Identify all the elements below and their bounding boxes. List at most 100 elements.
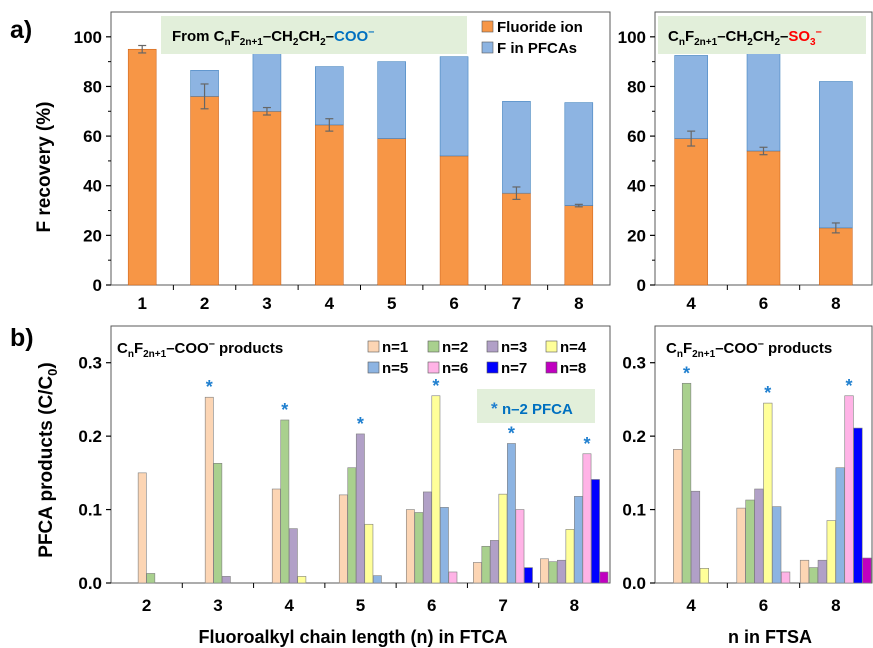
- bar-pfca-4: [674, 55, 708, 139]
- bar-n-3-cat-6: [422, 491, 432, 584]
- legend-label-f-in-pfcas: F in PFCAs: [497, 40, 577, 57]
- legend-swatch-n-8: [545, 361, 558, 374]
- bar-n-2-cat-8: [548, 561, 558, 584]
- x-tick-label-8: 8: [574, 294, 583, 313]
- bar-n-7-cat-8: [591, 479, 600, 584]
- star-marker-7: *: [508, 423, 515, 443]
- y-tick-label: 80: [83, 77, 102, 96]
- bar-n-5-cat-7: [507, 443, 516, 584]
- legend-swatch-fluoride-ion: [481, 20, 494, 33]
- bar-n-2-cat-3: [213, 463, 223, 584]
- x-tick-label-4: 4: [284, 596, 294, 615]
- bar-n-4-cat-6: [763, 402, 773, 584]
- x-tick-label-3: 3: [213, 596, 222, 615]
- bar-fluoride-8: [564, 205, 594, 286]
- y-tick-label: 20: [83, 226, 102, 245]
- legend-label-n-8: n=8: [560, 360, 586, 377]
- bar-n-2-cat-7: [481, 545, 491, 584]
- y-tick-label: 0: [637, 276, 646, 295]
- bar-n-4-cat-5: [364, 523, 374, 584]
- bar-n-5-cat-5: [372, 575, 382, 584]
- legend-a: Fluoride ion F in PFCAs: [481, 19, 583, 57]
- y-tick-label: 0.1: [78, 501, 102, 520]
- bar-n-1-cat-2: [137, 472, 147, 584]
- bar-fluoride-6: [746, 150, 781, 286]
- bar-n-4-cat-8: [826, 520, 836, 584]
- y-tick-label: 0.3: [622, 354, 646, 373]
- x-tick-label-5: 5: [387, 294, 396, 313]
- b-right-x-axis-title: n in FTSA: [728, 627, 812, 647]
- bar-n-5-cat-6: [439, 507, 449, 584]
- bar-fluoride-8: [819, 227, 853, 286]
- bar-n-1-cat-3: [204, 396, 214, 584]
- x-tick-label-2: 2: [200, 294, 209, 313]
- y-tick-label: 100: [618, 28, 646, 47]
- a-y-axis-title: F recovery (%): [34, 102, 55, 233]
- bar-fluoride-7: [502, 192, 531, 286]
- bar-n-7-cat-8: [853, 427, 863, 584]
- x-tick-label-8: 8: [831, 294, 840, 313]
- y-tick-label: 0.3: [78, 354, 102, 373]
- legend-swatch-n-5: [367, 361, 380, 374]
- x-tick-label-3: 3: [262, 294, 271, 313]
- star-marker-4: *: [281, 400, 288, 420]
- star-marker-3: *: [206, 377, 213, 397]
- b-annotation-star: *: [491, 399, 498, 418]
- legend-label-fluoride-ion: Fluoride ion: [497, 19, 583, 36]
- star-marker-5: *: [357, 414, 364, 434]
- b-y-axis-title: PFCA products (C/C0): [36, 362, 60, 557]
- x-tick-label-6: 6: [759, 596, 768, 615]
- legend-label-n-5: n=5: [382, 360, 408, 377]
- bar-pfca-8: [564, 102, 594, 206]
- legend-swatch-f-in-pfcas: [481, 41, 494, 54]
- x-tick-label-8: 8: [831, 596, 840, 615]
- star-marker-8: *: [583, 434, 590, 454]
- bar-n-6-cat-8: [582, 453, 592, 584]
- a-right-chart-title: CnF2n+1–CH2CH2–SO3–: [668, 26, 822, 48]
- legend-label-n-4: n=4: [560, 339, 587, 356]
- bar-n-1-cat-6: [736, 507, 746, 584]
- bar-n-2-cat-4: [681, 382, 692, 584]
- bar-n-2-cat-2: [146, 573, 156, 584]
- bar-pfca-3: [252, 52, 282, 112]
- b-annotation-text: n–2 PFCA: [502, 401, 573, 418]
- y-tick-label: 40: [83, 177, 102, 196]
- bar-pfca-7: [502, 101, 531, 194]
- bar-n-3-cat-4: [288, 528, 298, 584]
- bar-n-1-cat-4: [271, 488, 281, 584]
- star-marker-4: *: [683, 363, 690, 383]
- b-left-x-axis-title: Fluoroalkyl chain length (n) in FTCA: [199, 627, 508, 647]
- bar-n-8-cat-8: [862, 557, 872, 584]
- bar-pfca-8: [819, 81, 853, 229]
- x-tick-label-5: 5: [356, 596, 365, 615]
- bar-n-3-cat-5: [355, 433, 365, 584]
- y-tick-label: 0.0: [622, 574, 646, 593]
- bar-n-1-cat-4: [673, 449, 683, 584]
- star-marker-6: *: [764, 383, 771, 403]
- legend-label-n-6: n=6: [442, 360, 468, 377]
- bar-n-6-cat-6: [448, 571, 458, 584]
- y-tick-label: 0: [93, 276, 102, 295]
- x-tick-label-6: 6: [449, 294, 458, 313]
- bar-pfca-6: [439, 56, 469, 157]
- bar-n-1-cat-8: [799, 559, 810, 584]
- a-left-title-box: [161, 16, 467, 54]
- x-tick-label-8: 8: [570, 596, 579, 615]
- bar-pfca-5: [377, 61, 406, 139]
- bar-n-8-cat-8: [599, 571, 609, 584]
- bar-n-3-cat-7: [490, 540, 499, 584]
- x-tick-label-7: 7: [512, 294, 521, 313]
- a-right-title-box: [658, 16, 866, 54]
- bar-n-4-cat-8: [565, 529, 575, 584]
- legend-swatch-n-4: [545, 340, 558, 353]
- x-tick-label-1: 1: [137, 294, 146, 313]
- legend-swatch-n-3: [486, 340, 499, 353]
- y-tick-label: 0.2: [622, 427, 646, 446]
- bar-n-4-cat-4: [297, 576, 307, 584]
- legend-label-n-3: n=3: [501, 339, 527, 356]
- y-tick-label: 0.2: [78, 427, 102, 446]
- bar-n-1-cat-7: [473, 562, 482, 584]
- legend-swatch-n-6: [427, 361, 440, 374]
- bar-n-2-cat-5: [347, 467, 357, 584]
